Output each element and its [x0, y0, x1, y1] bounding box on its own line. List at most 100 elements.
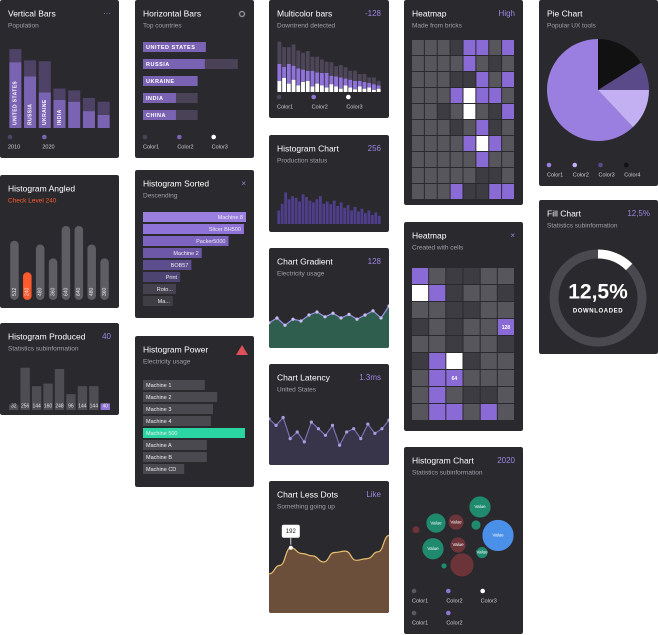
dot [269, 417, 271, 421]
legend-dot [7, 134, 13, 140]
dot [330, 423, 335, 427]
cell [412, 104, 424, 119]
legend-label: Color3 [346, 104, 362, 110]
bar [376, 80, 381, 86]
bar [66, 394, 76, 410]
bar [286, 47, 291, 64]
bar [324, 72, 329, 88]
bar [301, 52, 305, 70]
card-bg [539, 200, 658, 354]
value-label: 640 [76, 287, 82, 296]
bar [24, 76, 37, 128]
bar-label: Machine 3 [146, 407, 171, 413]
card-badge: 2020 [497, 456, 515, 465]
legend-label: Color1 [143, 144, 159, 150]
cell [424, 104, 437, 119]
card-badge: 1.3ms [359, 373, 381, 382]
bar [286, 83, 291, 92]
cell [437, 120, 450, 135]
cell [502, 168, 514, 183]
bar [298, 201, 301, 224]
bar [357, 80, 362, 87]
bar [377, 215, 381, 224]
legend-dot [598, 162, 603, 168]
bar-label: Print [166, 275, 178, 281]
cell [450, 56, 463, 71]
bar [143, 428, 245, 438]
bar-label: BOB57 [171, 263, 189, 269]
card: Value Value Value Value Value Value Value Color… [404, 447, 523, 634]
bar [100, 258, 109, 300]
bar [143, 236, 229, 246]
cell [497, 319, 514, 335]
cell [502, 88, 514, 103]
cell [412, 136, 424, 151]
cell [412, 152, 424, 167]
bar [318, 196, 322, 224]
legend-label: Color1 [277, 104, 293, 110]
card-badge: Like [366, 490, 381, 499]
bar-label: UNITED STATES [146, 45, 195, 51]
card: Histogram Chart Production status 256 [269, 135, 389, 232]
dot [269, 321, 271, 325]
value-label: 144 [78, 403, 87, 409]
bar-label: Machine 8 [218, 215, 243, 221]
bar [353, 70, 357, 81]
bar-label: UNITED STATES [13, 81, 19, 125]
bar [143, 464, 185, 474]
legend-dot [346, 94, 351, 100]
bar [367, 210, 371, 224]
bar [329, 84, 334, 92]
value-label: 360 [50, 287, 56, 296]
bar [38, 92, 51, 128]
bubble-label: Value [492, 533, 504, 538]
cell [489, 40, 502, 55]
bubble-label: Value [474, 504, 486, 509]
gauge-value: 12,5% [568, 281, 628, 304]
dot [363, 313, 367, 317]
cell [412, 120, 424, 135]
cell [446, 370, 463, 386]
cell [450, 168, 463, 183]
dot [291, 317, 295, 321]
bar [100, 403, 110, 410]
area-fill [269, 535, 389, 613]
bar-label: Machine 2 [146, 395, 171, 401]
cell [424, 88, 437, 103]
value-label: 144 [90, 403, 99, 409]
card-badge: 40 [102, 332, 111, 341]
bar [24, 60, 37, 77]
dot [275, 316, 279, 320]
cell [412, 88, 424, 103]
cell [463, 302, 480, 318]
bar [143, 440, 207, 450]
bar [53, 88, 66, 100]
dot [323, 315, 327, 319]
callout-label: 192 [286, 529, 297, 535]
bar-label: INDIA [57, 109, 63, 125]
bar [143, 248, 202, 258]
card-subtitle: Top countries [143, 23, 182, 30]
cell [437, 184, 450, 199]
cell [476, 120, 489, 135]
cell [429, 336, 446, 352]
bar [143, 59, 205, 69]
bar [315, 199, 319, 224]
cell [412, 268, 429, 284]
card-title: Histogram Chart [412, 455, 475, 465]
legend-label: Color1 [412, 598, 428, 604]
dot [337, 443, 342, 447]
legend-label: Color1 [547, 172, 563, 178]
card: Chart Gradient Electricity usage 128 [269, 248, 389, 348]
bar [89, 386, 99, 410]
cell [412, 319, 429, 335]
bar [54, 368, 65, 410]
bar [329, 62, 334, 76]
cell [429, 353, 446, 369]
cell [463, 285, 480, 301]
bar [9, 404, 19, 410]
bar [315, 56, 320, 73]
bubble-label: Value [430, 520, 442, 525]
card-subtitle: Population [8, 23, 39, 30]
bar-label: Machine CD [146, 467, 176, 473]
